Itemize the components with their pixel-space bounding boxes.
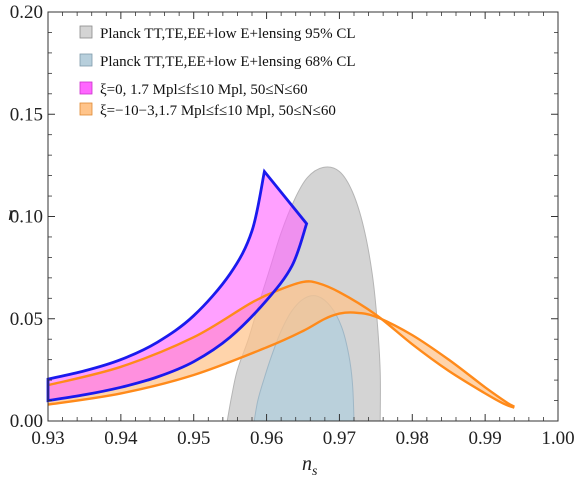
xi-neg-band [48,281,515,408]
y-tick-label: 0.10 [10,207,43,228]
plot-area [46,166,515,422]
xi-neg-upper-line [47,280,515,409]
y-tick-label: 0.15 [10,104,43,125]
axis-ticks: 0.93 0.94 0.95 0.96 0.97 0.98 0.99 1.00 0.00 0.05… [10,2,575,449]
legend-label-planck95: Planck TT,TE,EE+low E+lensing 95% CL [100,26,356,42]
legend-label-planck68: Planck TT,TE,EE+low E+lensing 68% CL [100,54,356,70]
x-tick-label: 0.94 [104,428,138,449]
y-tick-label: 0.05 [10,309,43,330]
x-tick-label: 0.95 [177,428,210,449]
x-axis-label: ns [302,453,318,479]
xi0-band [48,171,307,401]
legend: Planck TT,TE,EE+low E+lensing 95% CL Pla… [79,25,356,119]
legend-swatch-xi-neg [79,102,93,116]
xi0-outline [46,168,309,403]
y-tick-label: 0.20 [10,2,43,23]
x-axis-label-sub: s [312,464,318,479]
x-tick-label: 1.00 [541,428,574,449]
legend-swatch-planck95 [79,25,93,39]
x-tick-label: 0.98 [396,428,429,449]
legend-label-xi0: ξ=0, 1.7 Mpl≤f≤10 Mpl, 50≤N≤60 [100,82,308,98]
y-tick-label: 0.00 [10,411,43,432]
x-tick-label: 0.97 [323,428,356,449]
x-tick-label: 0.93 [31,428,64,449]
legend-swatch-xi0 [79,81,93,95]
legend-label-xi-neg: ξ=−10−3,1.7 Mpl≤f≤10 Mpl, 50≤N≤60 [100,103,336,119]
x-axis-label-main: n [302,453,312,475]
y-axis-label: r [8,203,16,225]
legend-swatch-planck68 [79,53,93,67]
x-tick-label: 0.99 [469,428,502,449]
x-tick-label: 0.96 [250,428,283,449]
xi-neg-lower-line [47,311,515,408]
